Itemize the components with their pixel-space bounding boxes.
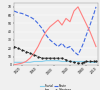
Route — [49, 39, 51, 40]
Fluvial — [95, 62, 97, 63]
Route — [69, 46, 71, 47]
Cabotage — [85, 61, 87, 62]
Cabotage — [41, 58, 43, 59]
Iron — [37, 46, 39, 47]
Cabotage — [57, 58, 59, 59]
Fluvial — [65, 61, 67, 62]
Cabotage — [37, 56, 39, 57]
Iron — [17, 63, 19, 65]
Cabotage — [13, 46, 15, 47]
Cabotage — [53, 58, 55, 59]
Iron — [13, 64, 15, 65]
Route — [81, 46, 83, 47]
Fluvial — [53, 60, 55, 61]
Iron — [49, 26, 51, 27]
Route — [65, 48, 67, 49]
Cabotage — [89, 61, 91, 62]
Fluvial — [25, 62, 27, 63]
Cabotage — [61, 58, 63, 59]
Cabotage — [83, 62, 85, 63]
Iron — [93, 41, 95, 42]
Route — [95, 6, 97, 7]
Cabotage — [73, 62, 75, 63]
Cabotage — [17, 48, 19, 49]
Cabotage — [81, 63, 83, 64]
Route — [77, 54, 79, 55]
Cabotage — [49, 58, 51, 59]
Fluvial — [77, 61, 79, 62]
Fluvial — [57, 60, 59, 61]
Fluvial — [13, 62, 15, 63]
Fluvial — [81, 61, 83, 62]
Cabotage — [93, 61, 95, 62]
Fluvial — [21, 62, 23, 63]
Fluvial — [41, 61, 43, 62]
Cabotage — [77, 63, 79, 64]
Iron — [95, 46, 97, 47]
Iron — [83, 19, 85, 20]
Route — [33, 19, 35, 20]
Route — [41, 28, 43, 29]
Iron — [21, 63, 23, 64]
Cabotage — [95, 61, 97, 62]
Fluvial — [29, 62, 31, 63]
Route — [57, 46, 59, 47]
Line: Cabotage: Cabotage — [13, 46, 97, 64]
Route — [61, 43, 63, 44]
Fluvial — [45, 60, 47, 61]
Iron — [57, 20, 59, 21]
Iron — [85, 23, 87, 24]
Fluvial — [33, 61, 35, 62]
Fluvial — [73, 61, 75, 62]
Route — [73, 51, 75, 52]
Route — [89, 24, 91, 26]
Fluvial — [89, 62, 91, 63]
Route — [29, 16, 31, 17]
Fluvial — [49, 60, 51, 61]
Iron — [41, 38, 43, 39]
Route — [53, 43, 55, 44]
Iron — [29, 58, 31, 59]
Iron — [45, 31, 47, 32]
Fluvial — [69, 61, 71, 62]
Iron — [65, 18, 67, 19]
Cabotage — [25, 51, 27, 52]
Legend: Fluvial, Iron, Route, Cabotage: Fluvial, Iron, Route, Cabotage — [40, 84, 72, 90]
Iron — [61, 24, 63, 26]
Iron — [81, 15, 83, 16]
Iron — [69, 21, 71, 22]
Cabotage — [33, 54, 35, 55]
Cabotage — [45, 58, 47, 59]
Fluvial — [83, 61, 85, 62]
Route — [25, 15, 27, 16]
Iron — [73, 10, 75, 12]
Cabotage — [69, 61, 71, 62]
Fluvial — [37, 61, 39, 62]
Cabotage — [65, 59, 67, 60]
Fluvial — [61, 61, 63, 62]
Fluvial — [85, 61, 87, 62]
Route — [93, 13, 95, 14]
Route — [17, 12, 19, 13]
Route — [83, 41, 85, 42]
Line: Iron: Iron — [14, 7, 96, 65]
Route — [85, 35, 87, 36]
Line: Fluvial: Fluvial — [14, 61, 96, 62]
Iron — [33, 53, 35, 54]
Route — [45, 34, 47, 36]
Route — [13, 10, 15, 12]
Route — [21, 13, 23, 14]
Iron — [53, 23, 55, 24]
Iron — [77, 6, 79, 7]
Iron — [25, 61, 27, 62]
Route — [37, 23, 39, 24]
Cabotage — [29, 53, 31, 54]
Line: Route: Route — [14, 7, 96, 55]
Cabotage — [21, 49, 23, 50]
Iron — [89, 31, 91, 32]
Fluvial — [17, 62, 19, 63]
Fluvial — [93, 62, 95, 63]
